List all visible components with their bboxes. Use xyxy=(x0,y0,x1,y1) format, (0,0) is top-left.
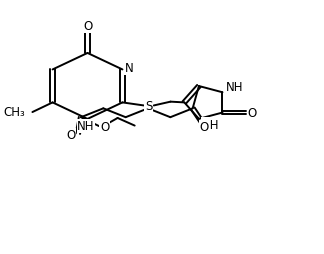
Text: NH: NH xyxy=(77,120,95,133)
Text: O: O xyxy=(247,107,257,120)
Text: O: O xyxy=(83,20,92,33)
Text: CH₃: CH₃ xyxy=(3,106,25,119)
Text: N: N xyxy=(125,62,133,75)
Text: O: O xyxy=(66,129,76,142)
Text: NH: NH xyxy=(226,81,243,94)
Text: S: S xyxy=(145,100,153,113)
Text: O: O xyxy=(100,121,109,134)
Text: NH: NH xyxy=(202,118,219,131)
Text: O: O xyxy=(200,121,209,134)
